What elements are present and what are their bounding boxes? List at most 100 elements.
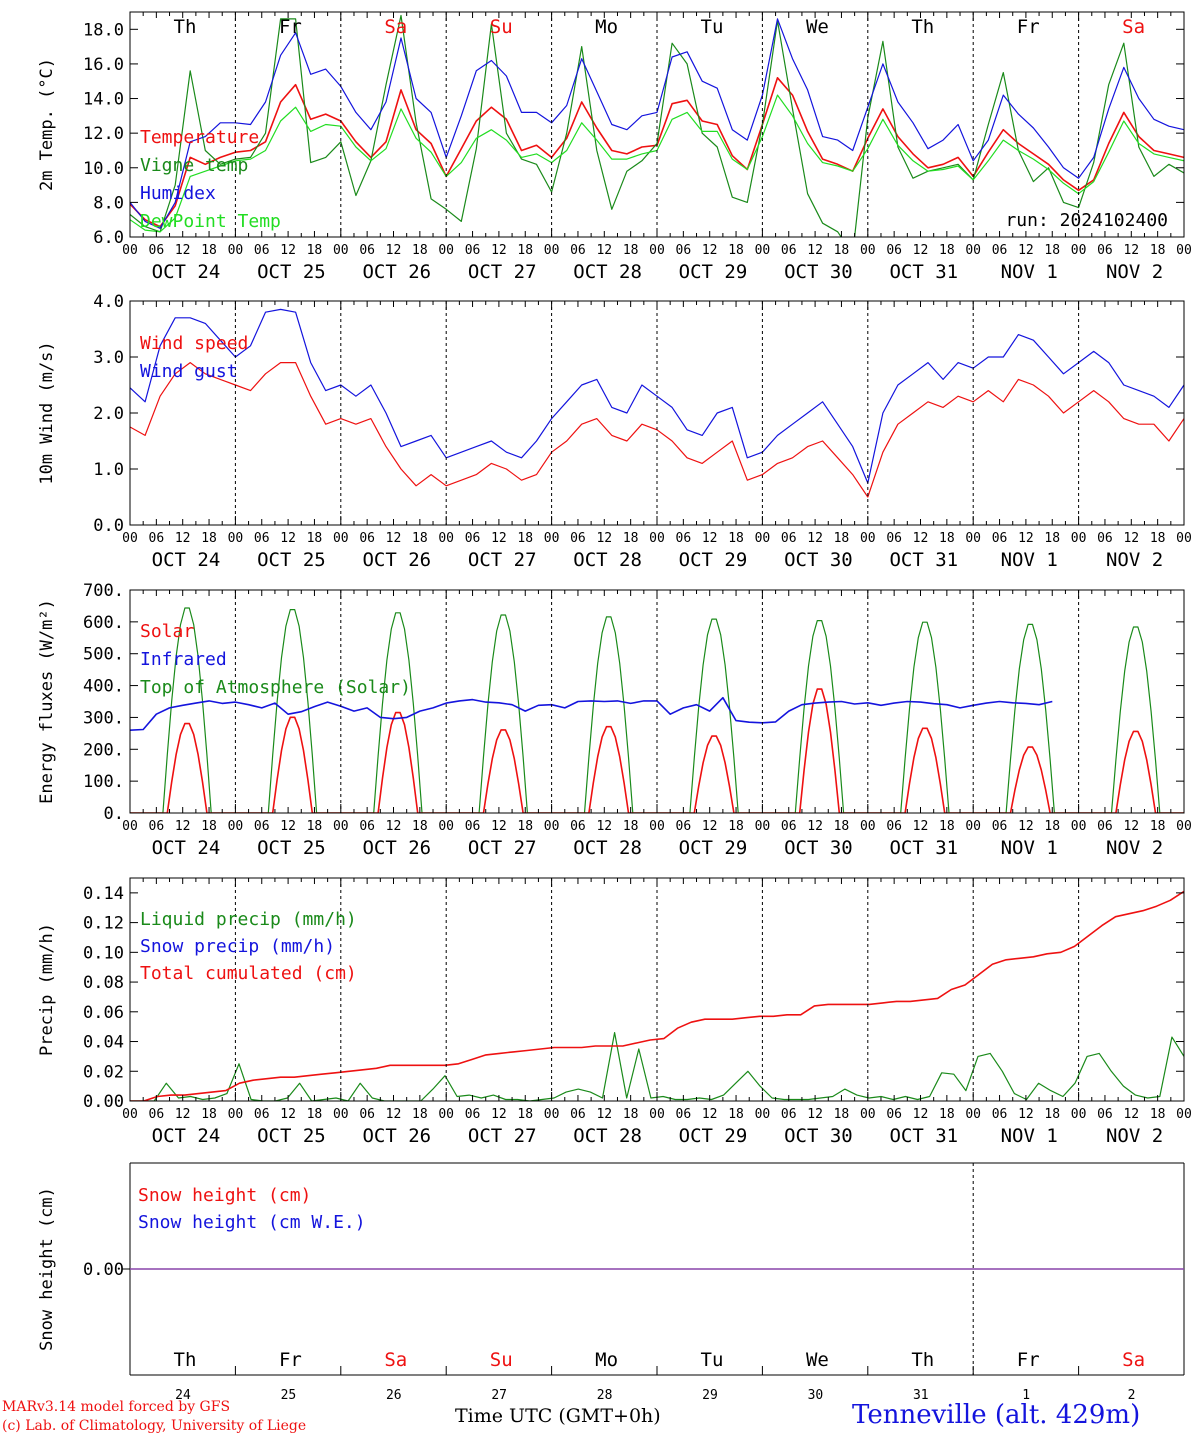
hour-label: 18 xyxy=(1044,819,1060,834)
hour-label: 06 xyxy=(676,243,692,258)
hour-label: 12 xyxy=(1123,819,1139,834)
weekday-label: Mo xyxy=(595,1349,618,1371)
day-number: 1 xyxy=(1022,1388,1030,1403)
hour-label: 06 xyxy=(149,1107,165,1122)
y-tick-label: 0.00 xyxy=(83,1260,124,1280)
hour-label: 06 xyxy=(254,243,270,258)
hour-label: 00 xyxy=(544,819,560,834)
hour-label: 00 xyxy=(438,243,454,258)
plot-frame xyxy=(129,300,1185,526)
legend-entry: Snow precip (mm/h) xyxy=(140,936,335,957)
hour-label: 12 xyxy=(280,1107,296,1122)
hour-label: 12 xyxy=(491,1107,507,1122)
hour-label: 06 xyxy=(886,243,902,258)
hour-label: 06 xyxy=(570,243,586,258)
panel-temp: 00 06 12 18 OCT 24 00 06 12 18 OCT 25 00 06 12 18 OCT … xyxy=(37,11,1192,283)
hour-label: 06 xyxy=(781,243,797,258)
hour-label: 12 xyxy=(702,531,718,546)
date-label: OCT 25 xyxy=(257,837,326,859)
hour-label: 18 xyxy=(1150,531,1166,546)
y-tick-label: 0.10 xyxy=(83,943,124,963)
y-tick-label: 0.04 xyxy=(83,1033,124,1053)
hour-label: 00 xyxy=(1176,243,1192,258)
x-axis-title: Time UTC (GMT+0h) xyxy=(455,1405,661,1427)
legend-entry: Vigne temp xyxy=(140,155,248,176)
series-vigne-temp xyxy=(130,14,1184,237)
hour-label: 12 xyxy=(386,1107,402,1122)
hour-label: 06 xyxy=(992,531,1008,546)
weekday-label: Mo xyxy=(595,16,618,38)
weekday-label: Fr xyxy=(279,1349,302,1371)
date-label: NOV 1 xyxy=(1001,549,1058,571)
weekday-label: Sa xyxy=(1122,1349,1145,1371)
hour-label: 06 xyxy=(465,243,481,258)
hour-label: 18 xyxy=(834,243,850,258)
y-axis-label: 2m Temp. (°C) xyxy=(37,58,57,191)
hour-label: 06 xyxy=(1097,531,1113,546)
y-tick-label: 100. xyxy=(83,772,124,792)
y-tick-label: 500. xyxy=(83,645,124,665)
hour-label: 18 xyxy=(1150,243,1166,258)
y-tick-label: 3.0 xyxy=(93,348,124,368)
hour-label: 18 xyxy=(307,531,323,546)
hour-label: 00 xyxy=(860,1107,876,1122)
hour-label: 12 xyxy=(1018,819,1034,834)
hour-label: 18 xyxy=(623,243,639,258)
footer-credits: MARv3.14 model forced by GFS (c) Lab. of… xyxy=(2,1398,306,1436)
hour-label: 00 xyxy=(965,531,981,546)
y-tick-label: 1.0 xyxy=(93,460,124,480)
series-wind-gust xyxy=(130,308,1184,484)
date-label: OCT 25 xyxy=(257,549,326,571)
hour-label: 00 xyxy=(122,1107,138,1122)
hour-label: 18 xyxy=(728,531,744,546)
date-label: OCT 29 xyxy=(679,549,748,571)
hour-label: 00 xyxy=(755,243,771,258)
hour-label: 18 xyxy=(939,1107,955,1122)
hour-label: 18 xyxy=(201,243,217,258)
y-tick-label: 0.06 xyxy=(83,1003,124,1023)
panel-flux: 00 06 12 18 OCT 24 00 06 12 18 OCT 25 00 06 12 18 OCT … xyxy=(37,581,1192,859)
weekday-label: Sa xyxy=(384,1349,407,1371)
hour-label: 06 xyxy=(570,531,586,546)
y-tick-label: 400. xyxy=(83,677,124,697)
y-axis-label: Energy fluxes (W/m²) xyxy=(37,599,57,804)
date-label: OCT 26 xyxy=(362,261,431,283)
hour-label: 06 xyxy=(149,243,165,258)
date-label: OCT 31 xyxy=(889,261,958,283)
date-label: OCT 24 xyxy=(152,549,221,571)
date-label: OCT 25 xyxy=(257,261,326,283)
hour-label: 00 xyxy=(965,1107,981,1122)
hour-label: 18 xyxy=(1044,243,1060,258)
y-tick-label: 200. xyxy=(83,740,124,760)
hour-label: 00 xyxy=(228,243,244,258)
run-annotation: run: 2024102400 xyxy=(1005,210,1168,231)
date-label: OCT 26 xyxy=(362,549,431,571)
y-tick-label: 16.0 xyxy=(83,55,124,75)
weekday-label: Tu xyxy=(701,1349,724,1371)
hour-label: 12 xyxy=(1123,531,1139,546)
hour-label: 18 xyxy=(1150,819,1166,834)
y-tick-label: 600. xyxy=(83,613,124,633)
hour-label: 00 xyxy=(755,1107,771,1122)
hour-label: 00 xyxy=(544,1107,560,1122)
day-number: 30 xyxy=(808,1388,824,1403)
hour-label: 06 xyxy=(254,531,270,546)
weekday-label: Th xyxy=(911,1349,934,1371)
hour-label: 18 xyxy=(201,531,217,546)
y-tick-label: 12.0 xyxy=(83,124,124,144)
hour-label: 18 xyxy=(517,243,533,258)
date-label: OCT 30 xyxy=(784,261,853,283)
date-label: OCT 27 xyxy=(468,549,537,571)
hour-label: 12 xyxy=(386,819,402,834)
hour-label: 12 xyxy=(702,1107,718,1122)
weekday-label: Tu xyxy=(701,16,724,38)
weekday-label: We xyxy=(806,16,829,38)
date-label: OCT 24 xyxy=(152,261,221,283)
hour-label: 06 xyxy=(886,819,902,834)
y-tick-label: 6.0 xyxy=(93,228,124,248)
hour-label: 00 xyxy=(860,819,876,834)
hour-label: 00 xyxy=(649,1107,665,1122)
lab-credit: (c) Lab. of Climatology, University of L… xyxy=(2,1418,307,1434)
y-tick-label: 700. xyxy=(83,581,124,601)
